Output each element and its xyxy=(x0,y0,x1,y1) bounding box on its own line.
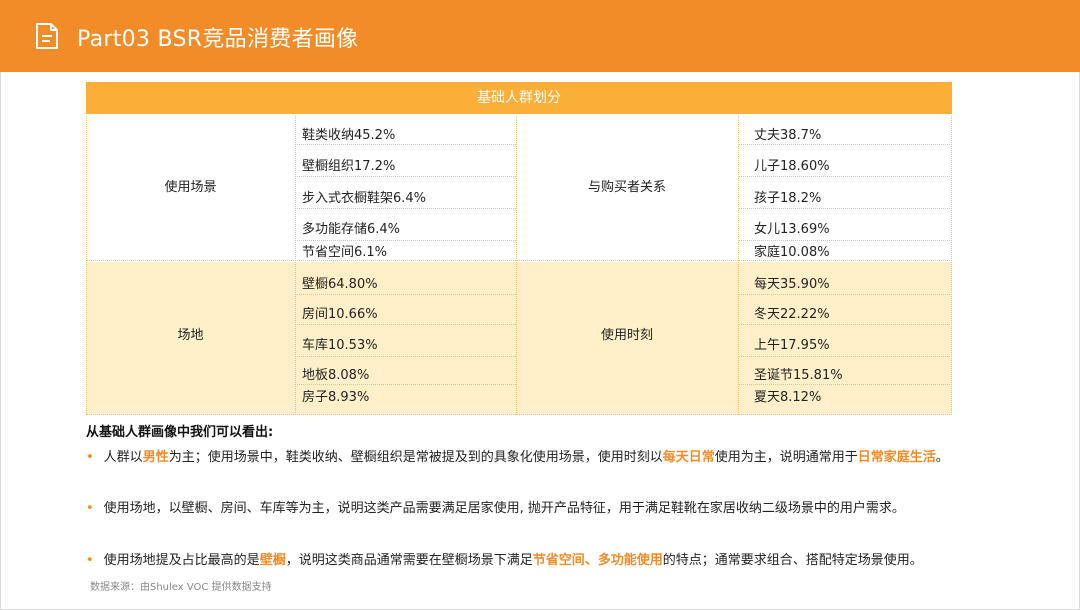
document-icon xyxy=(36,23,58,49)
table-cell: 地板8.08% xyxy=(302,368,370,383)
grid-line xyxy=(295,116,296,415)
grid-line xyxy=(295,356,516,357)
table-cell: 家庭10.08% xyxy=(754,245,830,260)
table-cell: 鞋类收纳45.2% xyxy=(302,128,396,143)
grid-line xyxy=(86,414,952,415)
category-usage-time: 使用时刻 xyxy=(600,328,653,343)
table-cell: 房子8.93% xyxy=(302,390,370,405)
table-band-lower xyxy=(86,262,952,415)
bullet-dot: • xyxy=(86,501,94,516)
grid-line xyxy=(295,384,516,385)
text-segment: 使用场地，以壁橱、房间、车库等为主，说明这类产品需要满足居家使用, 抛开产品特征… xyxy=(103,501,905,516)
grid-line xyxy=(295,294,516,295)
table-cell: 车库10.53% xyxy=(302,338,378,353)
text-segment: 使用为主，说明通常用于 xyxy=(714,450,858,465)
grid-line xyxy=(295,176,516,177)
category-venue: 场地 xyxy=(177,328,204,343)
summary-bullet-1: • 人群以男性为主；使用场景中，鞋类收纳、壁橱组织是常被提及到的具象化使用场景，使… xyxy=(86,446,949,465)
summary-title: 从基础人群画像中我们可以看出: xyxy=(86,425,274,440)
text-segment: 的特点；通常要求组合、搭配特定场景使用。 xyxy=(662,553,923,568)
header-bar: Part03 BSR竞品消费者画像 xyxy=(0,0,1080,72)
table-heading: 基础人群划分 xyxy=(86,82,952,114)
summary-bullet-2: • 使用场地，以壁橱、房间、车库等为主，说明这类产品需要满足居家使用, 抛开产品特… xyxy=(86,497,905,516)
grid-line xyxy=(295,240,516,241)
highlight-text: 节省空间、多功能使用 xyxy=(532,553,663,568)
category-usage-scene: 使用场景 xyxy=(164,180,217,195)
table-cell: 女儿13.69% xyxy=(754,222,830,237)
text-segment: 使用场地提及占比最高的是 xyxy=(103,553,260,568)
text-segment: ，说明这类商品通常需要在壁橱场景下满足 xyxy=(285,553,533,568)
grid-line xyxy=(295,208,516,209)
table-cell: 节省空间6.1% xyxy=(302,245,388,260)
grid-line xyxy=(738,144,952,145)
table-cell: 孩子18.2% xyxy=(754,191,822,206)
summary-bullet-3: • 使用场地提及占比最高的是壁橱，说明这类商品通常需要在壁橱场景下满足节省空间、多… xyxy=(86,549,923,568)
table-cell: 壁橱64.80% xyxy=(302,277,378,292)
data-source-note: 数据来源：由Shulex VOC 提供数据支持 xyxy=(90,582,272,593)
table-cell: 步入式衣橱鞋架6.4% xyxy=(302,191,427,206)
table-cell: 上午17.95% xyxy=(754,338,830,353)
bullet-dot: • xyxy=(86,553,94,568)
grid-line xyxy=(86,116,87,415)
grid-line xyxy=(738,356,952,357)
grid-line xyxy=(738,208,952,209)
highlight-text: 男性 xyxy=(142,450,169,465)
highlight-text: 每天日常 xyxy=(662,450,715,465)
table-cell: 冬天22.22% xyxy=(754,307,830,322)
grid-line xyxy=(738,324,952,325)
grid-line xyxy=(951,116,952,415)
grid-line xyxy=(738,116,739,415)
text-segment: 。 xyxy=(935,450,949,465)
table-cell: 夏天8.12% xyxy=(754,390,822,405)
grid-line xyxy=(516,116,517,415)
grid-line xyxy=(295,324,516,325)
table-cell: 多功能存储6.4% xyxy=(302,222,401,237)
grid-line xyxy=(86,260,952,261)
grid-line xyxy=(738,176,952,177)
category-buyer-relation: 与购买者关系 xyxy=(587,180,666,195)
text-segment: 为主；使用场景中，鞋类收纳、壁橱组织是常被提及到的具象化使用场景，使用时刻以 xyxy=(168,450,663,465)
table-cell: 圣诞节15.81% xyxy=(754,368,843,383)
demographics-table: 使用场景 与购买者关系 场地 使用时刻 鞋类收纳45.2% 壁橱组织17.2% … xyxy=(86,116,952,415)
table-band-upper xyxy=(86,116,952,259)
highlight-text: 日常家庭生活 xyxy=(857,450,936,465)
grid-line xyxy=(738,240,952,241)
table-cell: 每天35.90% xyxy=(754,277,830,292)
text-segment: 人群以 xyxy=(103,450,143,465)
page-title: Part03 BSR竞品消费者画像 xyxy=(77,27,359,52)
highlight-text: 壁橱 xyxy=(259,553,286,568)
table-cell: 壁橱组织17.2% xyxy=(302,159,396,174)
table-cell: 房间10.66% xyxy=(302,307,378,322)
table-cell: 丈夫38.7% xyxy=(754,128,822,143)
grid-line xyxy=(738,384,952,385)
grid-line xyxy=(738,294,952,295)
bullet-dot: • xyxy=(86,450,94,465)
grid-line xyxy=(295,144,516,145)
table-cell: 儿子18.60% xyxy=(754,159,830,174)
